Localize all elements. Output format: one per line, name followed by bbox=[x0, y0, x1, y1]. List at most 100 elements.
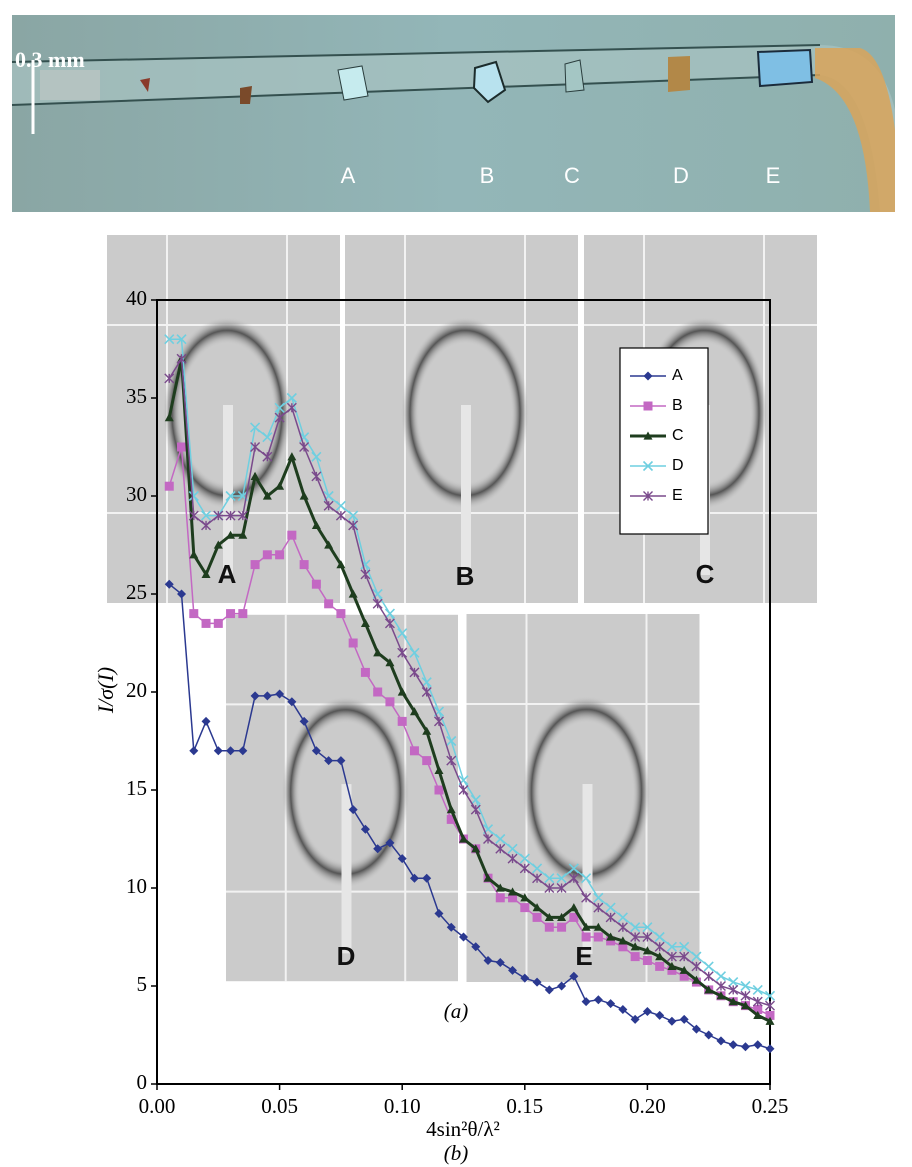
marker bbox=[495, 843, 506, 854]
marker bbox=[311, 471, 322, 482]
marker bbox=[618, 1005, 628, 1015]
marker bbox=[630, 942, 640, 951]
marker bbox=[593, 995, 603, 1005]
marker bbox=[655, 961, 665, 971]
legend-label: B bbox=[672, 397, 683, 414]
marker bbox=[238, 530, 248, 539]
marker bbox=[360, 618, 370, 627]
marker bbox=[373, 844, 383, 854]
marker bbox=[286, 402, 297, 413]
caption: (a) bbox=[444, 999, 469, 1023]
marker bbox=[703, 961, 714, 972]
marker bbox=[434, 908, 444, 918]
marker bbox=[421, 687, 432, 697]
marker bbox=[262, 691, 272, 701]
marker bbox=[544, 873, 555, 884]
marker bbox=[225, 510, 236, 521]
series-line bbox=[167, 358, 771, 1023]
panel-label: E bbox=[575, 941, 592, 971]
x-tick-label: 0.00 bbox=[139, 1094, 176, 1118]
marker bbox=[643, 371, 653, 381]
marker bbox=[765, 1044, 775, 1054]
marker bbox=[238, 746, 248, 756]
panel-label: D bbox=[337, 941, 356, 971]
marker bbox=[630, 952, 640, 962]
marker bbox=[385, 658, 395, 667]
marker bbox=[642, 460, 654, 472]
marker bbox=[606, 932, 616, 941]
marker bbox=[569, 912, 579, 922]
photo-label: B bbox=[480, 163, 495, 188]
marker bbox=[703, 971, 714, 982]
marker bbox=[385, 697, 395, 707]
marker bbox=[262, 451, 273, 462]
marker bbox=[716, 991, 726, 1000]
diffraction-image bbox=[466, 614, 700, 982]
marker bbox=[470, 804, 481, 815]
marker bbox=[581, 932, 591, 942]
marker bbox=[434, 765, 444, 774]
marker bbox=[287, 697, 297, 707]
marker bbox=[752, 984, 763, 995]
marker bbox=[299, 716, 309, 726]
marker bbox=[666, 951, 677, 962]
diffraction-image bbox=[226, 614, 458, 982]
marker bbox=[459, 932, 468, 942]
marker bbox=[189, 550, 199, 559]
marker bbox=[324, 599, 334, 609]
marker bbox=[177, 442, 187, 452]
marker bbox=[593, 892, 604, 903]
y-tick-label: 40 bbox=[126, 286, 147, 310]
marker bbox=[507, 843, 518, 854]
marker bbox=[483, 834, 494, 844]
marker bbox=[643, 401, 653, 411]
marker bbox=[544, 912, 554, 921]
marker bbox=[360, 667, 370, 677]
x-axis-label: 4sin²θ/λ² bbox=[426, 1117, 500, 1141]
marker bbox=[311, 520, 321, 529]
marker bbox=[176, 334, 187, 345]
marker bbox=[753, 1005, 763, 1015]
photo-label: D bbox=[673, 163, 689, 188]
marker bbox=[335, 510, 346, 521]
marker bbox=[667, 961, 677, 970]
marker bbox=[569, 903, 579, 912]
marker bbox=[275, 550, 285, 560]
marker bbox=[287, 452, 297, 461]
marker bbox=[568, 863, 579, 874]
marker bbox=[384, 618, 395, 629]
y-tick-label: 30 bbox=[126, 482, 147, 506]
marker bbox=[348, 510, 359, 521]
marker bbox=[630, 932, 641, 942]
marker bbox=[201, 569, 211, 578]
marker bbox=[520, 973, 530, 983]
marker bbox=[446, 814, 456, 824]
marker bbox=[324, 756, 334, 766]
marker bbox=[581, 873, 592, 884]
diffraction-panels: A B C D E (a) bbox=[107, 235, 818, 1023]
marker bbox=[226, 609, 236, 619]
marker bbox=[471, 942, 481, 952]
marker bbox=[740, 980, 751, 992]
marker bbox=[483, 873, 493, 882]
marker bbox=[177, 589, 187, 599]
marker bbox=[654, 931, 665, 943]
marker bbox=[274, 402, 285, 413]
marker bbox=[164, 413, 174, 422]
x-tick-label: 0.05 bbox=[261, 1094, 298, 1118]
marker bbox=[360, 824, 370, 834]
marker bbox=[642, 956, 652, 966]
marker bbox=[201, 716, 211, 726]
marker bbox=[250, 422, 261, 433]
marker bbox=[740, 1001, 750, 1010]
marker bbox=[311, 451, 322, 462]
marker bbox=[655, 1010, 665, 1020]
marker bbox=[581, 997, 591, 1007]
panel-label: A bbox=[218, 559, 237, 589]
marker bbox=[495, 833, 506, 845]
marker bbox=[164, 481, 174, 491]
marker bbox=[385, 838, 395, 848]
diffraction-image bbox=[345, 235, 578, 603]
chart: (b) 4sin²θ/λ² I/σ(I) 0 5 10 15 20 25 30 35 40 0.0… bbox=[93, 286, 788, 1165]
marker bbox=[618, 942, 628, 952]
